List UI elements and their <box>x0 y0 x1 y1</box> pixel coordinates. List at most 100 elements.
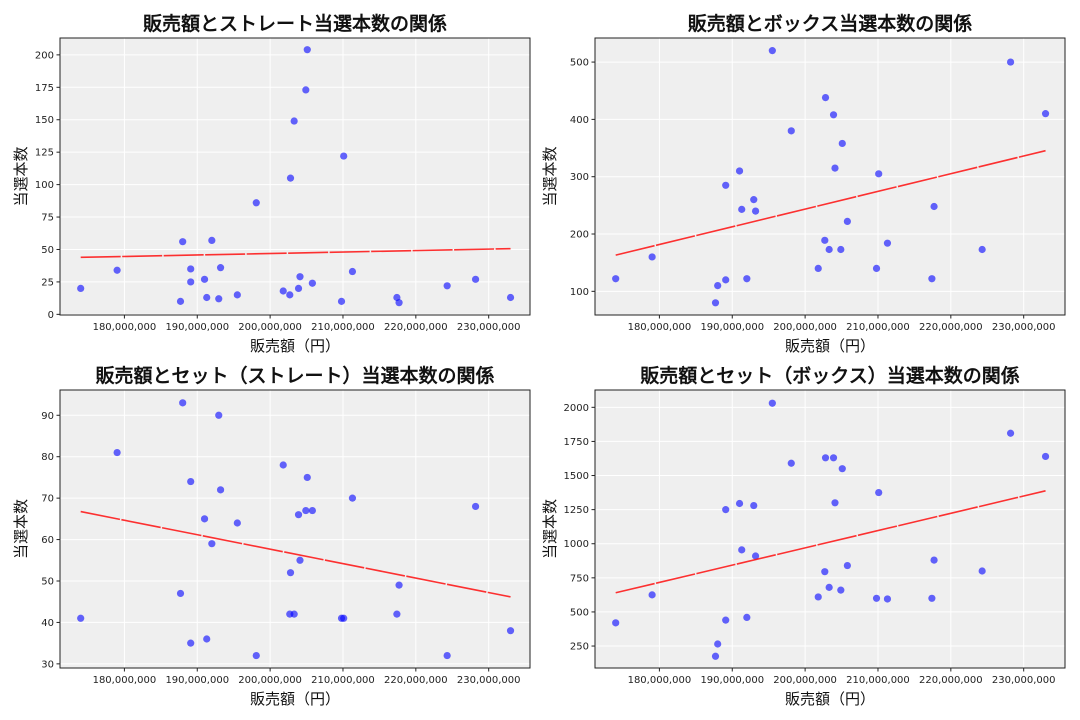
data-point <box>286 569 295 577</box>
data-point <box>750 196 758 204</box>
data-point <box>883 595 892 603</box>
y-axis-label: 当選本数 <box>12 146 30 206</box>
y-tick-label: 75 <box>41 213 54 224</box>
data-point <box>348 494 357 502</box>
x-tick-label: 220,000,000 <box>384 322 448 333</box>
data-point <box>872 264 881 273</box>
x-tick-label: 200,000,000 <box>773 322 837 333</box>
x-tick-label: 230,000,000 <box>457 322 521 333</box>
data-point <box>831 499 839 507</box>
data-point <box>77 614 85 622</box>
data-point <box>443 282 451 290</box>
x-tick-label: 220,000,000 <box>919 322 983 333</box>
data-point <box>302 86 310 94</box>
y-tick-label: 2000 <box>564 403 589 414</box>
data-point <box>612 619 620 627</box>
data-point <box>829 111 838 119</box>
x-tick-label: 180,000,000 <box>93 675 157 686</box>
y-tick-label: 125 <box>35 148 54 159</box>
y-axis-label: 当選本数 <box>541 499 559 559</box>
y-tick-label: 0 <box>48 310 54 321</box>
plot-area <box>595 390 1065 668</box>
data-point <box>471 275 480 283</box>
data-point <box>179 399 187 407</box>
data-point <box>838 465 846 473</box>
data-point <box>1041 452 1050 461</box>
data-point <box>337 297 346 305</box>
data-point <box>751 552 760 560</box>
data-point <box>506 293 515 302</box>
data-point <box>113 448 121 457</box>
trend-line <box>615 149 1046 256</box>
x-tick-label: 200,000,000 <box>238 322 302 333</box>
data-point <box>395 299 403 307</box>
y-tick-label: 1750 <box>564 437 589 448</box>
y-tick-label: 100 <box>35 180 54 191</box>
data-point <box>928 594 936 602</box>
y-tick-label: 100 <box>570 287 589 298</box>
data-point <box>872 594 881 602</box>
y-tick-label: 1000 <box>564 539 589 550</box>
data-point <box>340 614 348 622</box>
data-point <box>279 461 287 469</box>
y-tick-label: 40 <box>41 618 54 629</box>
data-point <box>875 488 883 497</box>
plot-area <box>60 38 530 315</box>
data-point <box>787 459 795 467</box>
data-point <box>768 47 776 55</box>
data-point <box>200 515 209 523</box>
x-axis-label: 販売額（円） <box>785 337 875 355</box>
data-point <box>738 205 746 213</box>
plot-area <box>60 390 530 668</box>
data-point <box>714 640 722 648</box>
x-axis-label: 販売額（円） <box>250 337 340 355</box>
y-tick-label: 30 <box>41 659 54 670</box>
data-point <box>714 281 722 290</box>
data-point <box>928 275 936 283</box>
data-point <box>215 411 223 419</box>
y-tick-label: 300 <box>570 172 589 183</box>
x-tick-label: 180,000,000 <box>628 322 692 333</box>
data-point <box>837 245 845 254</box>
data-point <box>208 236 216 244</box>
data-point <box>179 238 187 246</box>
data-point <box>290 610 298 618</box>
data-point <box>843 217 851 226</box>
y-tick-label: 60 <box>41 535 54 546</box>
y-tick-label: 150 <box>35 115 54 126</box>
data-point <box>471 502 480 511</box>
data-point <box>308 279 316 287</box>
data-point <box>743 613 751 621</box>
data-point <box>294 284 303 293</box>
data-point <box>831 164 839 172</box>
x-tick-label: 200,000,000 <box>773 675 837 686</box>
x-tick-label: 210,000,000 <box>311 322 375 333</box>
y-axis-label: 当選本数 <box>541 146 559 206</box>
data-point <box>203 293 211 302</box>
data-point <box>722 276 730 284</box>
data-point <box>187 278 195 286</box>
x-tick-label: 190,000,000 <box>700 322 764 333</box>
y-tick-label: 400 <box>570 115 589 126</box>
chart-title: 販売額とセット（ストレート）当選本数の関係 <box>95 364 494 387</box>
data-point <box>821 568 829 576</box>
data-point <box>187 265 195 273</box>
data-point <box>216 264 225 272</box>
data-point <box>978 567 986 575</box>
data-point <box>279 287 287 295</box>
trend-line <box>615 490 1046 594</box>
y-tick-label: 1250 <box>564 505 589 516</box>
data-point <box>348 267 357 276</box>
data-point <box>787 127 795 135</box>
y-tick-label: 500 <box>570 607 589 618</box>
x-tick-label: 210,000,000 <box>846 322 910 333</box>
subplot-3: 180,000,000 190,000,000 200,000,000 210,000… <box>12 364 531 708</box>
data-point <box>648 253 656 261</box>
data-point <box>233 519 241 527</box>
data-point <box>883 239 892 247</box>
data-point <box>735 499 744 508</box>
data-point <box>215 295 223 303</box>
chart-title: 販売額とストレート当選本数の関係 <box>143 12 447 35</box>
data-point <box>252 651 260 660</box>
